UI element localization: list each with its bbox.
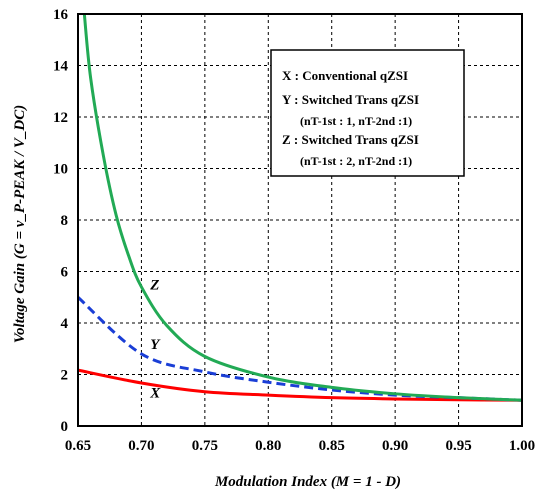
y-tick-label: 4 — [61, 316, 69, 332]
legend-entry-z-params: (nT-1st : 2, nT-2nd :1) — [300, 154, 412, 168]
series-group — [77, 13, 523, 402]
x-tick-label: 0.90 — [382, 438, 408, 454]
y-tick-label: 0 — [61, 419, 69, 435]
y-tick-label: 2 — [61, 368, 69, 384]
legend-entry-z: Z : Switched Trans qZSI — [282, 132, 419, 147]
y-tick-label: 6 — [61, 265, 69, 281]
y-tick-label: 16 — [53, 7, 69, 23]
x-tick-label: 0.80 — [255, 438, 281, 454]
x-tick-label: 0.65 — [65, 438, 91, 454]
curve-label-z: Z — [149, 278, 159, 294]
y-axis-title: Voltage Gain (G = v_P-PEAK / V_DC) — [12, 105, 28, 344]
curve-label-x: X — [149, 386, 161, 402]
legend-entry-y-params: (nT-1st : 1, nT-2nd :1) — [300, 114, 412, 128]
y-tick-labels: 0 2 4 6 8 10 12 14 16 — [53, 7, 69, 435]
x-axis-title: Modulation Index (M = 1 - D) — [214, 474, 401, 490]
x-tick-labels: 0.65 0.70 0.75 0.80 0.85 0.90 0.95 1.00 — [65, 438, 535, 454]
y-tick-label: 12 — [53, 110, 68, 126]
series-line-z — [82, 13, 523, 402]
x-tick-label: 0.75 — [192, 438, 218, 454]
x-tick-label: 1.00 — [509, 438, 535, 454]
legend: X : Conventional qZSI Y : Switched Trans… — [270, 49, 465, 177]
x-tick-label: 0.85 — [319, 438, 345, 454]
plot-frame — [77, 13, 523, 427]
y-tick-label: 14 — [53, 59, 69, 75]
legend-entry-y: Y : Switched Trans qZSI — [282, 92, 419, 107]
x-tick-label: 0.95 — [445, 438, 471, 454]
y-tick-label: 10 — [53, 162, 68, 178]
legend-box — [270, 49, 465, 177]
x-tick-label: 0.70 — [128, 438, 154, 454]
legend-entry-x: X : Conventional qZSI — [282, 68, 408, 83]
series-line-x — [77, 368, 523, 402]
y-tick-label: 8 — [61, 213, 69, 229]
curve-label-y: Y — [150, 337, 161, 353]
curve-labels: X Y Z — [149, 278, 161, 402]
